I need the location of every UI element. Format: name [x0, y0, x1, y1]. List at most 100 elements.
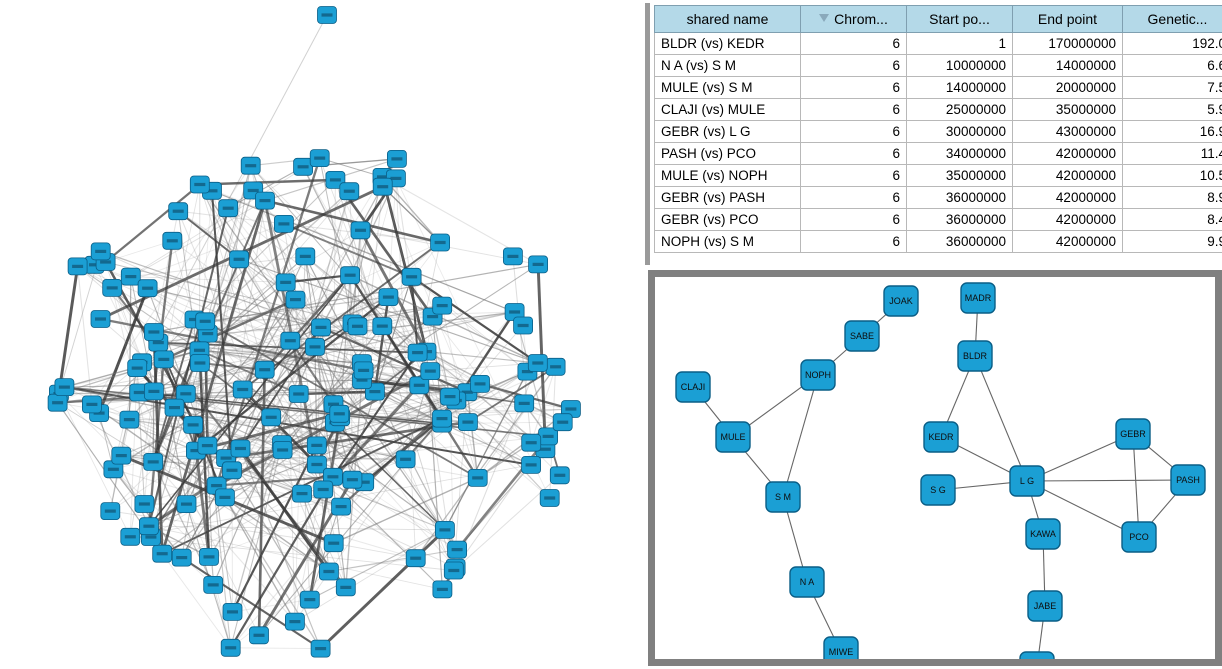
cell-genetic[interactable]: 6.6	[1122, 54, 1222, 77]
cell-genetic[interactable]: 5.9	[1122, 98, 1222, 121]
main-network-node[interactable]	[521, 433, 542, 452]
main-network-node[interactable]	[502, 247, 523, 266]
main-network-edge[interactable]	[225, 200, 266, 459]
main-network-edge[interactable]	[185, 450, 197, 505]
main-network-edge[interactable]	[232, 599, 310, 613]
main-network-node[interactable]	[175, 384, 196, 403]
main-network-node[interactable]	[254, 360, 275, 379]
subnetwork-view[interactable]: JOAK MADR SABE BLDR NOPH CLAJI GEBR KEDR MULE L G…	[648, 270, 1222, 666]
main-network-edge[interactable]	[417, 242, 441, 353]
main-network-edge[interactable]	[109, 274, 351, 512]
main-network-edge[interactable]	[328, 549, 458, 573]
main-network-node[interactable]	[111, 446, 132, 465]
main-network-edge[interactable]	[230, 647, 321, 650]
main-network-edge[interactable]	[121, 455, 406, 460]
main-network-node[interactable]	[513, 316, 533, 335]
cell-start_point[interactable]: 1	[906, 32, 1013, 55]
cell-chromosome[interactable]: 6	[800, 164, 907, 187]
main-network-node[interactable]	[218, 199, 239, 218]
main-network-edge[interactable]	[410, 275, 539, 364]
main-network-edge[interactable]	[186, 256, 306, 505]
main-network-edge[interactable]	[340, 506, 416, 559]
main-network-node[interactable]	[323, 534, 344, 553]
main-network-edge[interactable]	[239, 447, 331, 573]
main-network-edge[interactable]	[381, 176, 428, 352]
main-network-edge[interactable]	[208, 506, 342, 558]
main-network-edge[interactable]	[204, 321, 324, 490]
main-network-node[interactable]	[222, 461, 242, 480]
subnetwork-node[interactable]: NOPH	[800, 359, 836, 391]
main-network-node[interactable]	[386, 149, 407, 168]
main-network-edge[interactable]	[348, 191, 358, 327]
main-network-node[interactable]	[539, 489, 560, 507]
main-network-edge[interactable]	[130, 536, 454, 571]
main-network-edge[interactable]	[225, 457, 330, 572]
subnetwork-canvas[interactable]: JOAK MADR SABE BLDR NOPH CLAJI GEBR KEDR MULE L G…	[655, 277, 1215, 659]
main-network-edge[interactable]	[282, 351, 427, 451]
main-network-edge[interactable]	[333, 477, 478, 544]
main-network-edge[interactable]	[193, 408, 571, 426]
main-network-edge[interactable]	[147, 287, 427, 353]
cell-chromosome[interactable]: 6	[800, 208, 907, 231]
main-network-edge[interactable]	[57, 402, 330, 572]
main-network-node[interactable]	[272, 441, 293, 459]
main-network-node[interactable]	[82, 395, 102, 414]
main-network-node[interactable]	[249, 626, 269, 645]
main-network-edge[interactable]	[216, 475, 333, 487]
main-network-node[interactable]	[311, 318, 331, 337]
main-network-edge[interactable]	[238, 258, 291, 342]
main-network-node[interactable]	[143, 452, 164, 471]
cell-start_point[interactable]: 36000000	[906, 208, 1013, 231]
main-network-edge[interactable]	[425, 351, 443, 590]
main-network-edge[interactable]	[282, 325, 383, 451]
main-network-edge[interactable]	[199, 190, 350, 364]
cell-end_point[interactable]: 42000000	[1012, 208, 1123, 231]
main-network-node[interactable]	[214, 488, 235, 507]
main-network-node[interactable]	[273, 214, 294, 233]
cell-genetic[interactable]: 9.9	[1122, 230, 1222, 253]
main-network-node[interactable]	[347, 317, 368, 336]
main-network-node[interactable]	[153, 350, 174, 369]
main-network-edge[interactable]	[387, 178, 397, 298]
cell-shared_name[interactable]: GEBR (vs) L G	[654, 120, 801, 143]
main-network-edge[interactable]	[153, 263, 539, 333]
cell-shared_name[interactable]: GEBR (vs) PCO	[654, 208, 801, 231]
main-network-node[interactable]	[168, 202, 189, 221]
main-network-node[interactable]	[222, 603, 243, 621]
main-network-edge[interactable]	[410, 276, 419, 353]
main-network-node[interactable]	[447, 540, 468, 559]
subnetwork-node[interactable]: KAWA	[1025, 518, 1061, 550]
main-network-edge[interactable]	[199, 349, 362, 364]
subnetwork-node[interactable]: PCO	[1121, 521, 1157, 553]
main-network-node[interactable]	[134, 495, 155, 513]
main-network-edge[interactable]	[208, 443, 283, 558]
column-header-genetic[interactable]: Genetic...	[1122, 5, 1222, 33]
cell-genetic[interactable]: 192.0	[1122, 32, 1222, 55]
main-network-node[interactable]	[467, 468, 488, 487]
main-network-node[interactable]	[339, 182, 360, 201]
main-network-node[interactable]	[295, 247, 316, 266]
main-network-node[interactable]	[284, 612, 305, 631]
main-network-node[interactable]	[405, 549, 426, 568]
main-network-edge[interactable]	[57, 402, 330, 572]
main-network-edge[interactable]	[270, 299, 297, 418]
cell-end_point[interactable]: 42000000	[1012, 230, 1123, 253]
main-network-node[interactable]	[310, 639, 331, 658]
main-network-node[interactable]	[230, 439, 251, 458]
main-network-edge[interactable]	[319, 158, 353, 324]
main-network-edge[interactable]	[129, 419, 443, 425]
main-network-edge[interactable]	[148, 525, 445, 531]
main-network-node[interactable]	[457, 413, 478, 432]
main-network-edge[interactable]	[153, 211, 179, 333]
cell-genetic[interactable]: 16.9	[1122, 120, 1222, 143]
main-network-edge[interactable]	[381, 325, 479, 479]
main-network-node[interactable]	[240, 156, 261, 175]
main-network-edge[interactable]	[161, 553, 232, 649]
cell-chromosome[interactable]: 6	[800, 230, 907, 253]
main-network-edge[interactable]	[216, 464, 317, 486]
main-network-edge[interactable]	[112, 468, 183, 559]
